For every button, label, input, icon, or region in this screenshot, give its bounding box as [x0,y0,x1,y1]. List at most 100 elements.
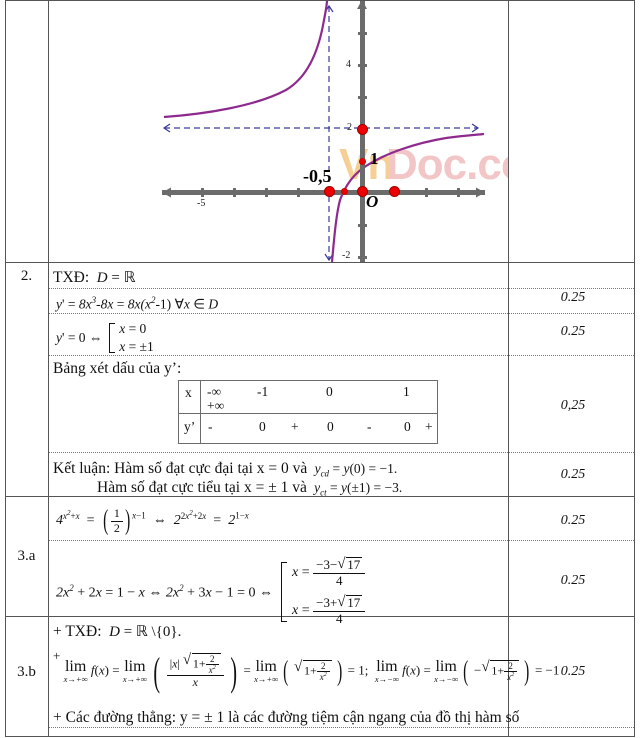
left-paren: ( [103,505,109,536]
system-bracket [108,323,115,354]
y-tick [358,224,367,227]
subrow-divider-6 [49,727,634,728]
table-border-right [634,0,635,737]
x-tick [233,188,236,197]
y-tick-label-4: 4 [346,59,351,70]
sign-y-3: + [291,419,299,434]
x-axis [162,190,485,195]
conclusion-line-2: Hàm số đạt cực tiểu tại x = ± 1 và yct =… [97,479,402,498]
lim-2: lim x→+∞ [122,658,147,685]
sign-y-6: 0 [404,419,411,434]
txd-line-3b: + TXĐ: D = ℝ \{0}. [53,622,181,641]
abs-x-fraction: |x| 1+2x2 x [166,652,224,690]
score-cell-3: 0,25 [560,398,586,413]
subrow-divider-1 [49,288,634,289]
point-y1 [359,158,366,165]
graph-svg [162,0,485,262]
y-tick [358,64,367,67]
exp-equation-1: 4x2+x = (1 2) x−1 ⇔ 22x2+2x = 21−x [56,505,249,536]
derivative-zero-system: y' = 0 ⇔ x = 0 x = ±1 [56,321,154,355]
sign-table-caption: Bảng xét dấu của y’: [53,360,182,377]
sign-x-zero: 0 [326,384,333,399]
label-origin: O [366,192,379,211]
txd-label: TXĐ: [53,269,90,286]
row-divider-bottom [5,736,635,737]
row-index-2: 2. [20,268,33,284]
subrow-divider-2 [49,313,634,314]
x-tick [297,188,300,197]
curve-right-branch [330,132,485,262]
sign-x-one: 1 [403,384,410,399]
score-cell-6: 0.25 [560,573,586,588]
y-tick [358,256,367,259]
score-cell-5: 0.25 [560,513,586,528]
asymptote-conclusion: + Các đường thẳng: y = ± 1 là các đường … [53,709,520,726]
sign-table-col-divider [200,381,201,443]
y-tick-label-neg2: -2 [342,250,351,261]
conclusion-label-1: Kết luận: Hàm số đạt cực đại tại x = 0 v… [53,460,308,477]
root-2: x = −3+174 [292,594,366,627]
y-tick-label-2: 2 [347,122,352,133]
y-cd-value: ycd = y(0) = −1. [314,461,398,479]
score-cell-4: 0.25 [560,467,586,482]
subrow-divider-4 [49,452,634,453]
med-right-paren-2: ) [524,655,530,687]
sign-table: x y’ -∞ +∞ -1 0 1 - 0 + 0 - 0 + [178,380,438,444]
x-tick [201,188,204,197]
row-index-3b: 3.b [17,664,36,680]
conclusion-line-1: Kết luận: Hàm số đạt cực đại tại x = 0 v… [53,460,397,479]
quadratic-solution: 2x2 + 2x = 1 − x ⇔ 2x2 + 3x − 1 = 0 ⇔ x … [56,556,366,627]
sign-y-1: - [208,419,213,434]
sign-x-plus-inf: +∞ [207,398,225,413]
txd-line-2: TXĐ: D = ℝ [53,268,135,287]
point-origin [357,186,368,197]
x-tick-label-neg5: -5 [197,198,206,209]
table-col2-divider [508,0,509,737]
sign-header-y: y’ [184,419,196,434]
point-y2 [357,124,368,135]
table-border-left [5,0,6,737]
domain-value: D = ℝ [96,270,136,286]
row-index-3a: 3.a [17,548,36,564]
sign-y-5: - [367,419,372,434]
lim-5: lim x→−∞ [434,658,459,685]
txd-label-3b: + TXĐ: [53,623,102,640]
label-one: 1 [370,149,379,168]
med-left-paren-1: ( [283,655,289,687]
domain-value-3b: D = ℝ \{0}. [109,624,182,640]
derivative-formula: y' = 8x3-8x = 8x(x2-1) ∀x ∈ D [56,295,219,312]
root-1: x = −3−174 [292,556,366,589]
label-neg-0-5: -0,5 [303,166,332,186]
y-tick [358,32,367,35]
lim-1: lim x→+∞ [63,658,88,685]
score-cell-7: 0.25 [560,664,586,679]
score-cell-1: 0.25 [560,290,586,305]
x-tick [457,188,460,197]
right-paren: ) [124,505,131,536]
point-root [341,188,348,195]
sign-table-row-divider [179,413,437,414]
x-tick [425,188,428,197]
med-right-paren-1: ) [337,655,343,687]
answer-table [5,0,635,737]
row-divider-3a [5,496,635,497]
sign-header-x: x [185,385,192,400]
subrow-divider-3 [49,355,634,356]
y-tick [358,96,367,99]
sign-y-4: 0 [327,419,334,434]
subrow-divider-5 [49,540,634,541]
big-left-paren: ( [153,649,161,694]
curve-left-branch [163,0,329,119]
conclusion-label-2: Hàm số đạt cực tiểu tại x = ± 1 và [97,479,307,496]
sign-x-neg-inf: -∞ [207,384,222,399]
row-divider-graph [5,262,635,263]
point-neg05 [324,186,335,197]
x-tick [265,188,268,197]
point-right [389,186,400,197]
lim-4: lim x→−∞ [374,658,399,685]
med-left-paren-2: ( [463,655,469,687]
sign-y-2: 0 [259,419,266,434]
